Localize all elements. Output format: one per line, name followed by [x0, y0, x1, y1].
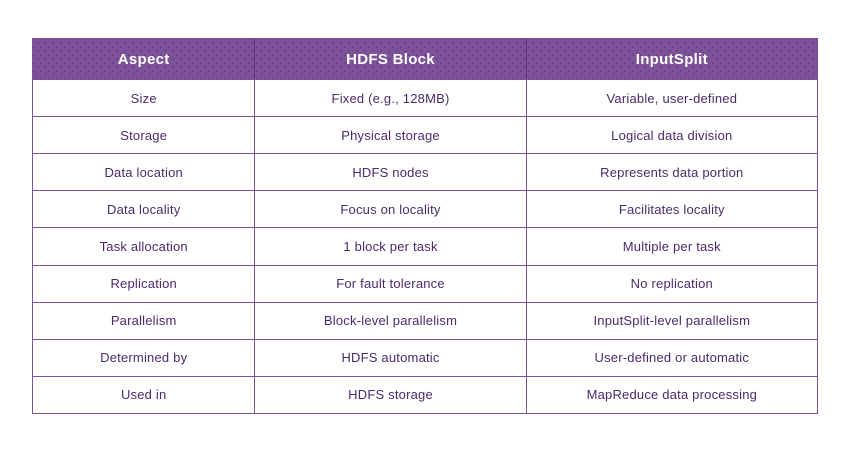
table-row: Used in HDFS storage MapReduce data proces…	[33, 375, 817, 413]
table-cell: Multiple per task	[526, 227, 817, 264]
header-cell-aspect: Aspect	[33, 39, 256, 79]
table-cell: User-defined or automatic	[526, 338, 817, 376]
table-row: Task allocation 1 block per task Multiple …	[33, 227, 817, 265]
table-cell: HDFS nodes	[255, 153, 527, 191]
table-header-row: Aspect HDFS Block InputSplit	[33, 39, 817, 79]
table-cell: Size	[33, 79, 256, 117]
table-cell: Logical data division	[526, 116, 817, 153]
header-cell-inputsplit: InputSplit	[635, 50, 708, 68]
table-cell: Task allocation	[33, 227, 256, 265]
table-cell: Focus on locality	[255, 190, 527, 228]
table-cell: Physical storage	[255, 116, 527, 154]
table-row: Replication For fault tolerance No replica…	[33, 264, 817, 302]
table-cell: Used in	[33, 375, 256, 413]
table-cell: Represents data portion	[526, 153, 817, 190]
table-cell: Fixed (e.g., 128MB)	[255, 79, 527, 117]
table-cell: Parallelism	[33, 301, 256, 339]
table-row: Storage Physical storage Logical data divi…	[33, 116, 817, 154]
table-cell: Data locality	[33, 190, 256, 228]
table-cell: Data location	[33, 153, 256, 191]
table-cell: HDFS automatic	[255, 338, 527, 376]
table-row: Data location HDFS nodes Represents data p…	[33, 153, 817, 191]
table-cell: Block-level parallelism	[255, 301, 527, 339]
table-cell: Storage	[33, 116, 256, 154]
table-cell: InputSplit-level parallelism	[526, 301, 817, 339]
table-row: Determined by HDFS automatic User-defined …	[33, 338, 817, 376]
table-row: Parallelism Block-level parallelism InputS…	[33, 301, 817, 339]
table-row: Data locality Focus on locality Facilitate…	[33, 190, 817, 228]
table-cell: MapReduce data processing	[526, 375, 817, 413]
table-cell: HDFS storage	[255, 375, 527, 413]
table-cell: For fault tolerance	[255, 264, 527, 302]
table-cell: Replication	[33, 264, 256, 302]
table-cell: 1 block per task	[255, 227, 527, 265]
table-cell: Determined by	[33, 338, 256, 376]
comparison-table: Aspect HDFS Block InputSplit Size Fixed (…	[32, 38, 818, 414]
header-cell-hdfs-block: HDFS Block	[255, 39, 527, 79]
table-cell: Facilitates locality	[526, 190, 817, 227]
table-cell: No replication	[526, 264, 817, 302]
table-cell: Variable, user-defined	[526, 79, 817, 116]
table-row: Size Fixed (e.g., 128MB) Variable, user-de…	[33, 79, 817, 117]
